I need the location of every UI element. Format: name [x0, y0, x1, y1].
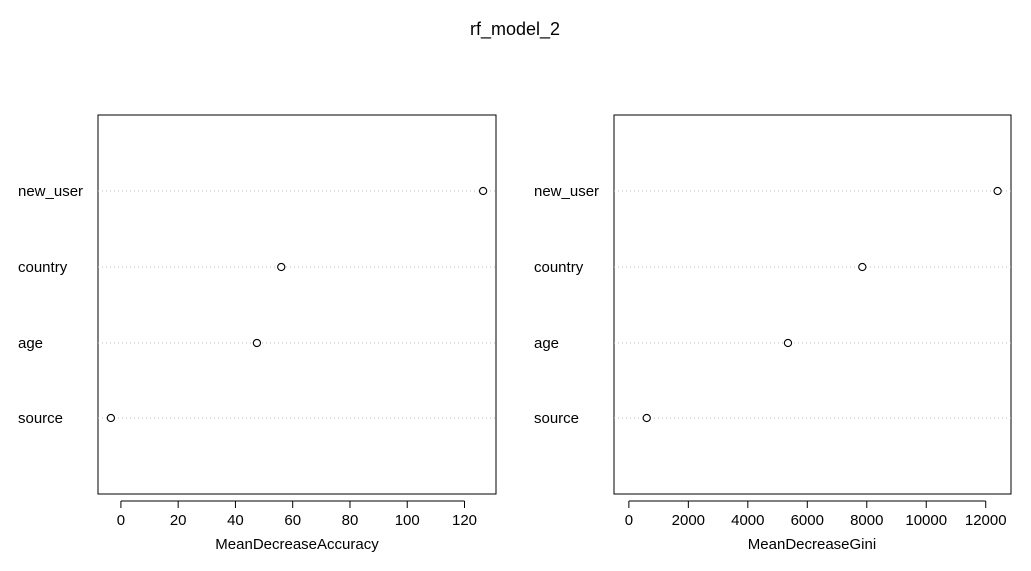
category-label: age: [18, 335, 43, 352]
x-tick-label: 10000: [905, 512, 947, 529]
x-tick-label: 40: [227, 512, 244, 529]
data-point: [478, 186, 488, 196]
data-point: [858, 262, 867, 272]
category-label: country: [18, 259, 68, 276]
data-point: [642, 413, 651, 423]
data-point: [783, 338, 793, 348]
category-label: new_user: [18, 183, 83, 200]
x-tick-label: 100: [395, 512, 420, 529]
x-tick-label: 12000: [965, 512, 1007, 529]
x-tick-label: 4000: [731, 512, 764, 529]
data-point: [993, 186, 1002, 196]
x-tick-label: 20: [170, 512, 187, 529]
category-label: new_user: [534, 183, 599, 200]
figure-title: rf_model_2: [470, 19, 560, 40]
x-axis-label: MeanDecreaseAccuracy: [215, 536, 379, 553]
category-label: source: [18, 410, 63, 427]
category-label: source: [534, 410, 579, 427]
x-tick-label: 80: [342, 512, 359, 529]
x-axis-label: MeanDecreaseGini: [748, 536, 876, 553]
data-point: [252, 338, 262, 348]
category-label: age: [534, 335, 559, 352]
plot-frame: [97, 114, 497, 495]
x-tick-label: 6000: [791, 512, 824, 529]
plot-frame: [613, 114, 1012, 495]
x-tick-label: 0: [625, 512, 633, 529]
x-tick-label: 0: [117, 512, 125, 529]
x-tick-label: 8000: [850, 512, 883, 529]
x-tick-label: 120: [452, 512, 477, 529]
category-label: country: [534, 259, 584, 276]
data-point: [106, 413, 116, 423]
x-tick-label: 60: [284, 512, 301, 529]
data-point: [277, 262, 286, 272]
x-tick-label: 2000: [672, 512, 705, 529]
